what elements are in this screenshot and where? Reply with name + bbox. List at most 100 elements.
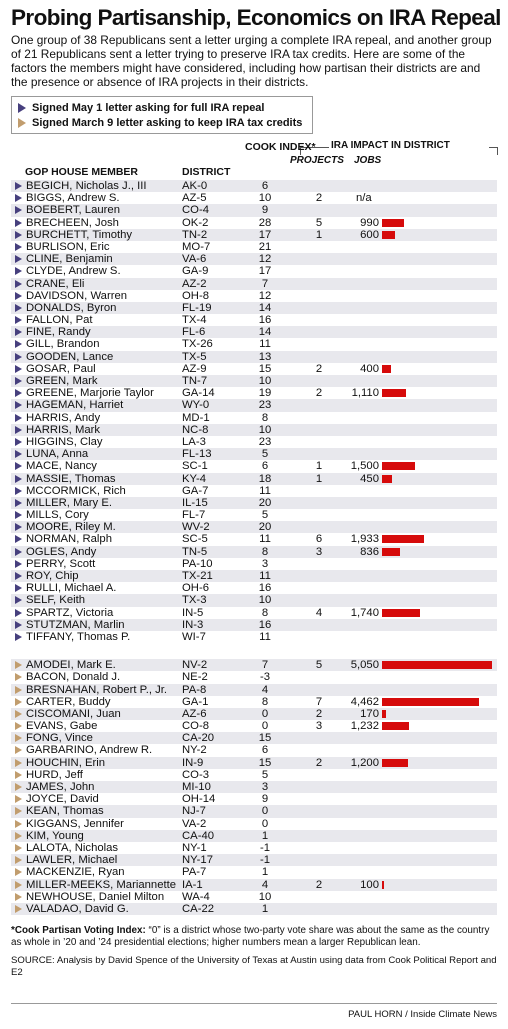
member-name: HIGGINS, Clay [26,435,103,448]
member-name: HAGEMAN, Harriet [26,399,124,412]
purple-triangle-icon [15,474,22,483]
district-cell: OH-6 [182,582,209,595]
table-row: LALOTA, Nicholas NY-1 -1 [11,842,497,854]
cook-index-cell: 17 [258,265,272,278]
cook-index-cell: 10 [258,890,272,903]
cook-index-cell: -1 [259,854,271,867]
district-cell: PA-7 [182,866,207,879]
projects-cell: 2 [315,192,323,205]
member-name: VALADAO, David G. [26,902,129,915]
cook-index-cell: 18 [258,472,272,485]
member-name: NEWHOUSE, Daniel Milton [26,890,165,903]
projects-cell: 2 [315,756,323,769]
tan-triangle-icon [15,807,22,816]
member-name: MILLS, Cory [26,509,89,522]
purple-triangle-icon [15,413,22,422]
group-keep: AMODEI, Mark E. NV-2 7 5 5,050 BACON, Donald … [11,659,497,916]
tan-triangle-icon [15,819,22,828]
table-row: AMODEI, Mark E. NV-2 7 5 5,050 [11,659,497,672]
cook-index-cell: 5 [261,768,269,781]
member-table: BEGICH, Nicholas J., III AK-0 6 BIGGS, Andr… [11,180,497,916]
district-cell: NE-2 [182,671,208,684]
table-row: JOYCE, David OH-14 9 [11,793,497,805]
purple-triangle-icon [15,584,22,593]
jobs-cell: 450 [360,472,379,485]
district-cell: TX-4 [182,314,207,327]
cook-index-cell: 1 [261,829,269,842]
table-row: BRESNAHAN, Robert P., Jr. PA-8 4 [11,683,497,696]
table-row: HAGEMAN, Harriet WY-0 23 [11,399,497,412]
legend-item-repeal: Signed May 1 letter asking for full IRA … [18,100,306,115]
member-name: GARBARINO, Andrew R. [26,744,153,757]
tan-triangle-icon [18,117,26,128]
district-cell: TN-2 [182,228,208,241]
header-cook: COOK INDEX* [245,141,316,153]
table-row: BURLISON, Eric MO-7 21 [11,241,497,253]
header-jobs: JOBS [354,155,382,166]
cook-index-cell: 5 [261,448,269,461]
table-row: EVANS, Gabe CO-8 0 3 1,232 [11,720,497,732]
purple-triangle-icon [15,182,22,190]
table-row: HOUCHIN, Erin IN-9 15 2 1,200 [11,756,497,769]
cook-index-cell: 12 [258,253,272,266]
district-cell: IA-1 [182,878,203,891]
cook-index-cell: 8 [261,695,269,708]
purple-triangle-icon [15,572,22,580]
cook-index-cell: 8 [261,411,269,424]
table-row: CISCOMANI, Juan AZ-6 0 2 170 [11,707,497,721]
purple-triangle-icon [15,511,22,520]
table-row: CRANE, Eli AZ-2 7 [11,277,497,290]
district-cell: IL-15 [182,496,208,509]
table-row: LUNA, Anna FL-13 5 [11,448,497,461]
member-name: JAMES, John [26,781,95,793]
projects-cell: 6 [315,533,323,546]
district-cell: TX-5 [182,350,207,363]
table-row: ROY, Chip TX-21 11 [11,570,497,583]
table-row: MOORE, Riley M. WV-2 20 [11,521,497,534]
cook-index-cell: 4 [261,878,269,891]
tan-triangle-icon [15,697,22,706]
jobs-bar [382,608,420,617]
projects-cell: 5 [315,659,323,672]
projects-cell: 2 [315,878,323,891]
purple-triangle-icon [15,303,22,312]
district-cell: AK-0 [182,180,208,192]
district-cell: NY-2 [182,744,207,757]
cook-index-cell: 11 [259,570,271,582]
district-cell: NV-2 [182,659,208,672]
purple-triangle-icon [15,596,22,605]
table-row: RULLI, Michael A. OH-6 16 [11,582,497,594]
purple-triangle-icon [15,401,22,410]
purple-triangle-icon [15,620,22,629]
member-name: KEAN, Thomas [26,805,104,818]
member-name: BRECHEEN, Josh [26,216,119,229]
member-name: BRESNAHAN, Robert P., Jr. [26,683,168,696]
purple-triangle-icon [15,486,22,495]
member-name: OGLES, Andy [26,545,97,558]
table-header: GOP HOUSE MEMBER DISTRICT COOK INDEX* IR… [11,136,498,180]
member-name: GOODEN, Lance [26,350,114,363]
cook-index-cell: 21 [258,240,272,253]
table-row: BOEBERT, Lauren CO-4 9 [11,204,497,217]
purple-triangle-icon [15,364,22,373]
member-name: TIFFANY, Thomas P. [26,630,131,643]
purple-triangle-icon [15,194,22,203]
jobs-cell: 4,462 [350,695,379,708]
district-cell: CA-22 [182,902,215,915]
member-name: HARRIS, Andy [26,411,101,424]
intro-text: One group of 38 Republicans sent a lette… [11,33,492,89]
purple-triangle-icon [15,340,22,349]
member-name: SPARTZ, Victoria [26,606,114,619]
footnote-label: *Cook Partisan Voting Index: [11,925,146,937]
tan-triangle-icon [15,856,22,865]
tan-triangle-icon [15,880,22,889]
cook-index-cell: 0 [261,707,269,720]
tan-triangle-icon [15,831,22,840]
cook-index-cell: 8 [261,606,269,619]
header-district: DISTRICT [182,166,231,178]
jobs-cell: 400 [360,362,379,375]
district-cell: WY-0 [182,399,210,412]
district-cell: PA-10 [182,557,213,570]
cook-index-cell: 28 [258,216,272,229]
member-name: MASSIE, Thomas [26,472,116,485]
